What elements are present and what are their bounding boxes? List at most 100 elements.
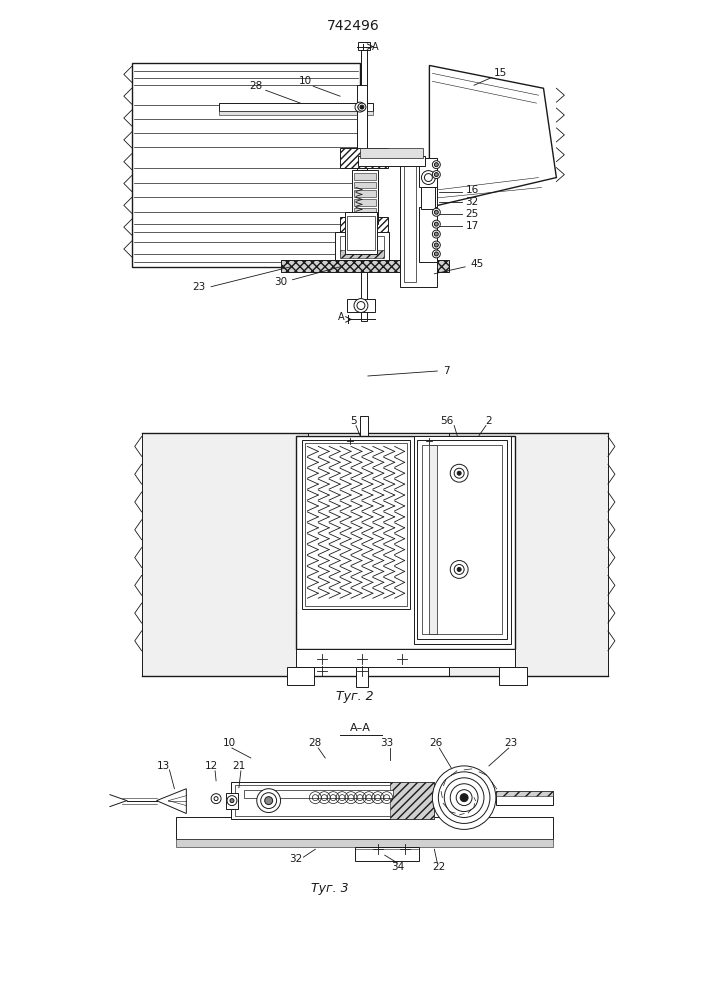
Circle shape [360,105,364,109]
Text: 32: 32 [465,197,479,207]
Bar [354,173,376,180]
Circle shape [433,171,440,179]
Text: 22: 22 [433,862,446,872]
Text: 26: 26 [430,738,443,748]
Circle shape [355,102,365,112]
Circle shape [261,793,276,809]
Circle shape [450,561,468,578]
Text: 33: 33 [380,738,393,748]
Circle shape [424,174,433,182]
Text: 28: 28 [249,81,262,91]
Text: 15: 15 [494,68,508,78]
Bar [177,839,554,847]
Polygon shape [429,65,556,207]
Bar [296,649,515,667]
Circle shape [230,799,234,803]
Circle shape [434,243,438,247]
Bar [354,208,376,215]
Bar [421,187,436,209]
Bar [355,847,419,861]
Bar [219,103,373,111]
Bar [347,299,375,312]
Bar [418,440,507,639]
Bar [340,250,384,258]
Bar [303,440,409,609]
Circle shape [433,241,440,249]
Bar [423,445,502,634]
Bar [281,260,449,272]
Bar [219,111,373,115]
Bar [354,182,376,188]
Text: Τуг. 2: Τуг. 2 [336,690,374,703]
Bar [340,148,387,168]
Circle shape [434,222,438,226]
Circle shape [358,103,366,111]
Bar [347,216,375,250]
Circle shape [357,302,365,310]
Bar [358,42,370,50]
Polygon shape [156,789,187,814]
Circle shape [450,464,468,482]
Circle shape [433,250,440,258]
Bar [419,207,438,262]
Circle shape [433,161,440,169]
Bar [496,791,554,796]
Circle shape [457,567,461,571]
Circle shape [227,796,237,806]
Circle shape [354,299,368,312]
Circle shape [358,105,362,109]
Text: 742496: 742496 [327,19,380,33]
Circle shape [456,790,472,806]
Bar [352,170,378,224]
Text: A: A [371,42,378,52]
Bar [361,44,367,321]
Bar [286,667,315,685]
Bar [496,791,554,805]
Bar [235,785,431,816]
Text: 28: 28 [309,738,322,748]
Text: 2: 2 [486,416,492,426]
Text: 25: 25 [465,209,479,219]
Bar [296,436,515,649]
Bar [360,148,423,158]
Text: 5: 5 [350,416,356,426]
Bar [358,156,426,166]
Bar [340,236,384,256]
Bar [499,667,527,685]
Text: 30: 30 [274,277,287,287]
Circle shape [438,772,490,823]
Circle shape [454,468,464,478]
Circle shape [264,797,273,805]
Text: 17: 17 [465,221,479,231]
Bar [399,158,438,287]
Bar [226,793,238,809]
Text: 23: 23 [504,738,518,748]
Bar [335,232,389,260]
Circle shape [433,766,496,829]
Bar [390,782,434,819]
Bar [429,445,438,634]
Circle shape [444,778,484,817]
Text: 34: 34 [391,862,404,872]
Circle shape [434,163,438,167]
Bar [356,667,368,687]
Circle shape [454,564,464,574]
Text: A: A [337,312,344,322]
Text: 21: 21 [233,761,245,771]
Bar [177,817,554,839]
Circle shape [434,210,438,214]
Circle shape [457,471,461,475]
Text: 23: 23 [192,282,206,292]
Bar [340,217,387,235]
Text: 7: 7 [443,366,450,376]
Circle shape [434,252,438,256]
Circle shape [421,171,436,184]
Bar [419,158,438,187]
Bar [449,433,608,676]
Circle shape [433,220,440,228]
Circle shape [460,794,468,802]
Bar [404,163,416,282]
Text: 16: 16 [465,185,479,195]
Circle shape [450,784,478,812]
Bar [141,433,308,676]
